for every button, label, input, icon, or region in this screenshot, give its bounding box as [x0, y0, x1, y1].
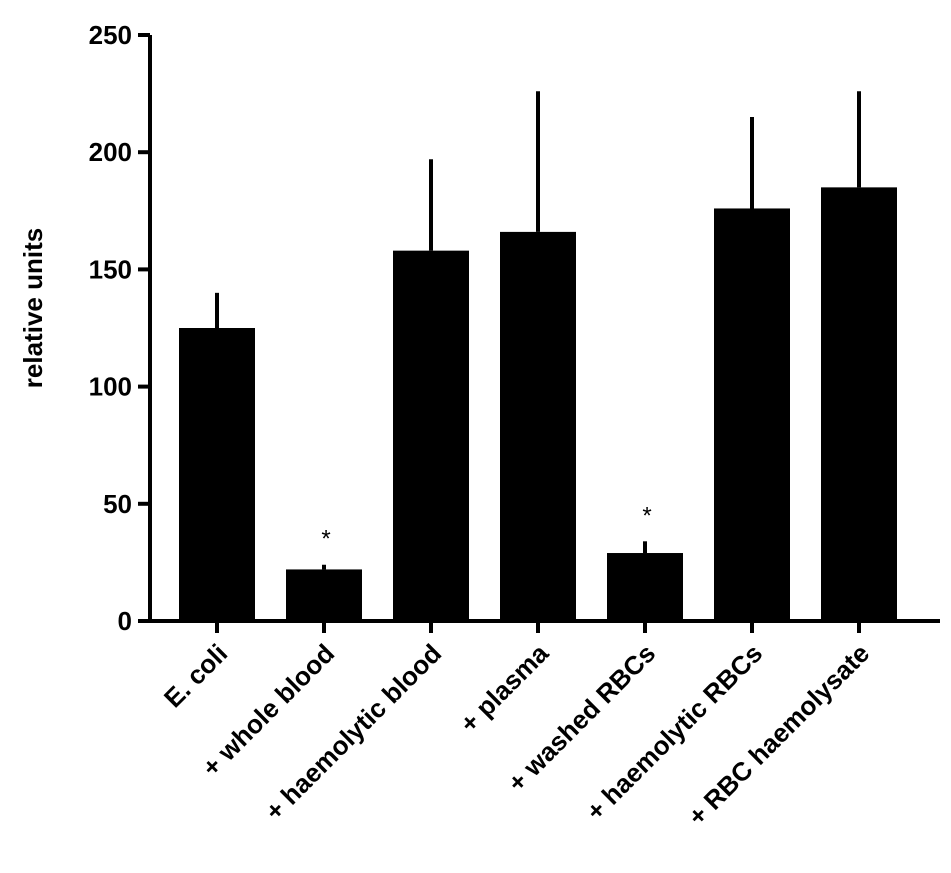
- bar: [286, 569, 362, 621]
- bar: [607, 553, 683, 621]
- bar: [500, 231, 576, 621]
- y-tick-label: 50: [103, 489, 132, 519]
- category-labels: E. coli+ whole blood+ haemolytic blood + …: [158, 638, 875, 832]
- bar: [179, 328, 255, 621]
- y-axis-title: relative units: [18, 228, 48, 388]
- bars: [179, 187, 897, 622]
- category-label: + plasma: [454, 638, 555, 739]
- bar: [393, 250, 469, 621]
- y-tick-label: 150: [89, 254, 132, 284]
- bar: [714, 208, 790, 621]
- x-axis: [148, 619, 940, 633]
- category-label: + RBC haemolysate: [682, 638, 875, 831]
- significance-marker: *: [642, 502, 651, 529]
- significance-annotations: **: [321, 502, 651, 552]
- category-label: E. coli: [158, 638, 233, 713]
- category-label: + haemolytic blood: [259, 638, 447, 826]
- category-label: + haemolytic RBCs: [580, 638, 768, 826]
- y-tick-label: 200: [89, 137, 132, 167]
- bar: [821, 187, 897, 622]
- y-tick-label: 0: [118, 606, 132, 636]
- significance-marker: *: [321, 526, 330, 553]
- error-bars: [215, 91, 861, 570]
- y-tick-label: 100: [89, 372, 132, 402]
- y-axis: 0 50 100 150 200 250: [89, 20, 152, 636]
- y-tick-label: 250: [89, 20, 132, 50]
